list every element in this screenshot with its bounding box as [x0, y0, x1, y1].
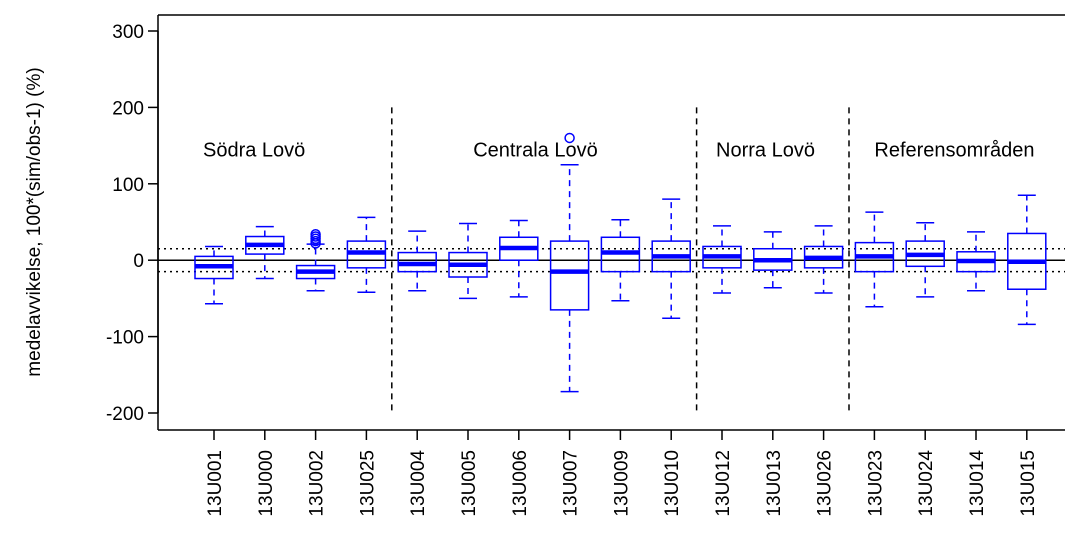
- x-tick-label: 13U026: [815, 450, 836, 517]
- box-13U004: [397, 230, 437, 292]
- x-tick-label: 13U009: [611, 450, 632, 517]
- outlier-point: [310, 238, 321, 249]
- y-tick-label: 300: [112, 22, 144, 43]
- box-13U012: [702, 225, 742, 294]
- iqr-box: [549, 240, 590, 311]
- box-13U025: [346, 216, 387, 294]
- box-13U014: [956, 231, 996, 292]
- x-tick-label: 13U001: [205, 450, 226, 517]
- box-13U024: [905, 222, 945, 298]
- box-13U000: [245, 225, 285, 280]
- box-group: [194, 132, 1047, 393]
- region-label: Referensområden: [874, 139, 1034, 161]
- x-axis: 13U001 13U000 13U002 13U025 13U004 13U005 13U0…: [205, 430, 1039, 517]
- box-13U015: [1007, 194, 1047, 326]
- x-tick-label: 13U023: [865, 450, 886, 517]
- y-axis-title: medelavvikelse, 100*(sim/obs-1) (%): [24, 67, 45, 376]
- box-13U002: [295, 228, 336, 292]
- x-tick-label: 13U000: [256, 450, 277, 517]
- region-label: Södra Lovö: [203, 139, 305, 161]
- box-13U009: [600, 218, 641, 302]
- x-tick-label: 13U010: [662, 450, 683, 517]
- region-label-group: Södra Lovö Centrala Lovö Norra Lovö Referen…: [203, 139, 1034, 161]
- y-tick-label: 0: [133, 251, 144, 272]
- x-tick-label: 13U014: [967, 450, 988, 517]
- x-tick-label: 13U012: [713, 450, 734, 517]
- box-13U001: [194, 245, 234, 305]
- y-tick-label: -200: [106, 404, 144, 425]
- box-13U013: [753, 231, 793, 289]
- x-tick-label: 13U025: [357, 450, 378, 517]
- box-13U006: [499, 219, 539, 298]
- box-13U007: [549, 132, 590, 393]
- y-tick-label: 100: [112, 175, 144, 196]
- y-tick-label: 200: [112, 98, 144, 119]
- x-tick-label: 13U004: [408, 450, 429, 517]
- x-tick-label: 13U007: [561, 450, 582, 517]
- x-tick-label: 13U013: [764, 450, 785, 517]
- outlier-point: [564, 132, 575, 144]
- x-tick-label: 13U015: [1018, 450, 1039, 517]
- y-tick-label: -100: [106, 328, 144, 349]
- box-13U023: [854, 211, 895, 308]
- x-tick-label: 13U006: [510, 450, 531, 517]
- region-label: Centrala Lovö: [473, 139, 598, 161]
- x-tick-label: 13U002: [307, 450, 328, 517]
- region-label: Norra Lovö: [716, 139, 815, 161]
- box-13U026: [803, 225, 844, 294]
- box-13U005: [448, 222, 488, 300]
- box-13U010: [651, 198, 691, 320]
- region-divider-group: [391, 107, 850, 413]
- x-tick-label: 13U024: [916, 450, 937, 517]
- y-axis: -200 -100 0 100 200 300: [106, 22, 159, 425]
- x-tick-label: 13U005: [459, 450, 480, 517]
